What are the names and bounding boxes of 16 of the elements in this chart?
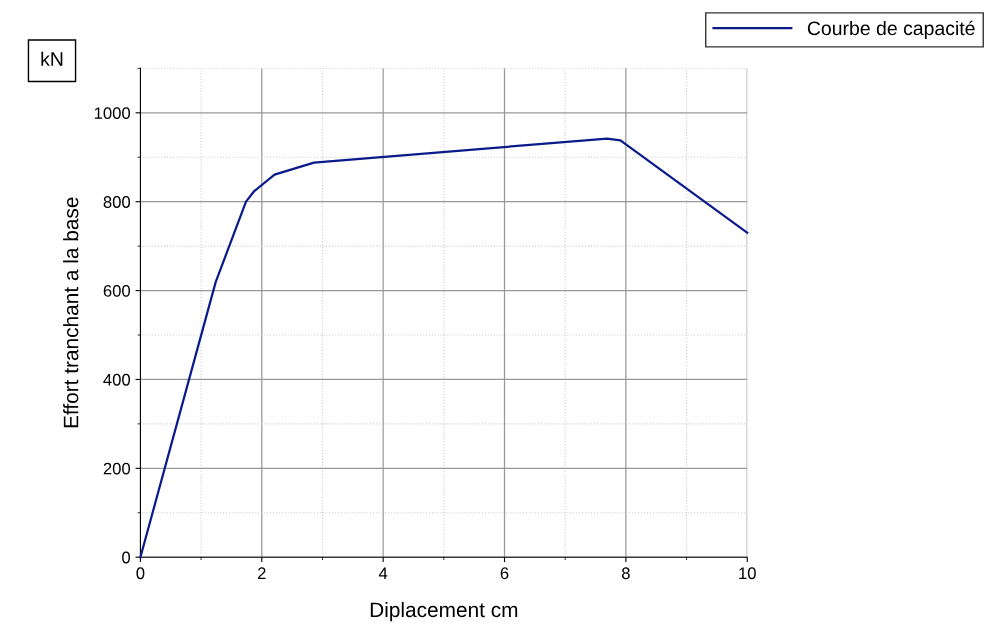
y-tick-label: 0 (122, 551, 131, 564)
y-tick-label: 1000 (94, 107, 131, 120)
text: kN (41, 51, 63, 66)
y-axis-title: Effort tranchant a la base (63, 197, 79, 428)
x-tick-label: 10 (739, 567, 756, 580)
x-tick-label: 6 (500, 567, 509, 580)
x-tick-label: 0 (136, 567, 145, 580)
x-axis-title: Diplacement cm (370, 601, 518, 622)
y-tick-label: 200 (103, 462, 131, 475)
y-tick-label: 400 (103, 373, 131, 386)
legend-label: Courbe de capacité (807, 20, 975, 40)
x-tick-label: 2 (257, 567, 266, 580)
y-tick-label: 800 (103, 196, 131, 208)
x-tick-label: 4 (378, 567, 388, 580)
x-tick-label: 8 (621, 567, 630, 580)
y-tick-label: 600 (103, 284, 131, 297)
